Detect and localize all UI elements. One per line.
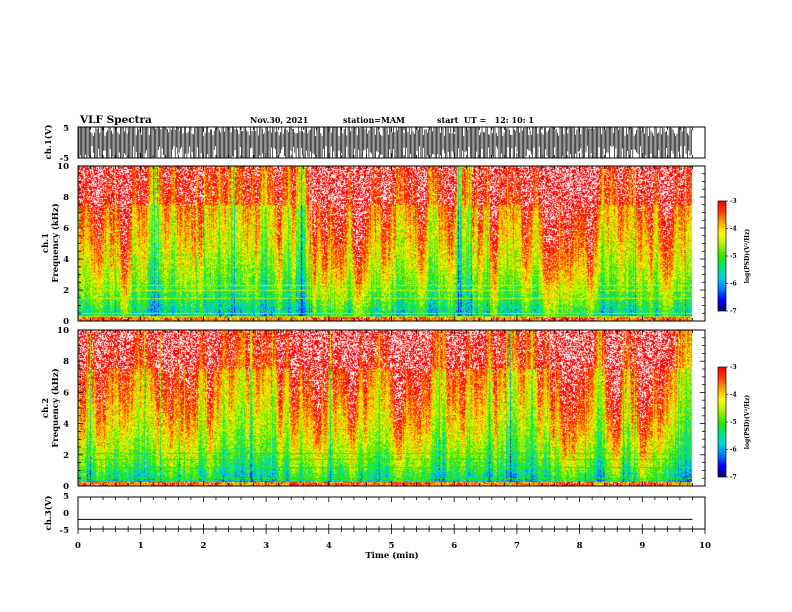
ch1-waveform-trace [78, 127, 692, 158]
figure-title: VLF Spectra [79, 114, 152, 126]
frequency-tick-label: 4 [63, 420, 69, 430]
time-tick-label: 7 [514, 541, 520, 551]
ch3-waveform-panel: 5 0 -5 ch.3(V) [43, 492, 706, 536]
date-label: Nov.30, 2021 [250, 115, 308, 125]
colorbar-tick-label: -4 [730, 392, 737, 399]
time-axis-ticklabels: 0 1 2 3 4 5 6 7 8 9 10 [75, 541, 711, 551]
frequency-tick-label: 4 [63, 255, 69, 265]
frequency-tick-label: 10 [57, 326, 69, 336]
start-time-label: start UT = 12: 10: 1 [437, 115, 534, 125]
time-tick-label: 1 [138, 541, 144, 551]
time-tick-label: 10 [699, 541, 711, 551]
ch2-spec-xticks [77, 330, 706, 486]
ch1-spec-ylabel-frequency: Frequency (kHz) [50, 203, 61, 282]
ch1-spec-ylabel-channel: ch.1 [41, 233, 51, 253]
ch3-wave-ytick-bottom: -5 [60, 526, 70, 536]
ch1-colorbar-label: log(PSD)(V²/Hz) [744, 229, 751, 284]
ch1-colorbar: -3 -4 -5 -6 -7 log(PSD)(V²/Hz) [717, 198, 751, 315]
ch2-colorbar: -3 -4 -5 -6 -7 log(PSD)(V²/Hz) [717, 364, 751, 481]
ch2-spectrogram-panel: 0 2 4 6 8 10 ch.2 Frequency (kHz) [41, 326, 706, 492]
ch2-spec-ylabel-channel: ch.2 [41, 398, 51, 418]
ch1-colorbar-ticks: -3 -4 -5 -6 -7 [726, 198, 737, 315]
ch1-spec-yticks: 0 2 4 6 8 10 [57, 162, 705, 327]
frequency-tick-label: 10 [57, 162, 69, 172]
ch2-colorbar-gradient [718, 367, 726, 477]
colorbar-tick-label: -6 [730, 281, 737, 288]
ch1-wave-xticks [77, 127, 706, 158]
frequency-tick-label: 2 [63, 451, 69, 461]
frequency-tick-label: 8 [63, 193, 69, 203]
ch3-wave-ytick-top: 5 [63, 492, 69, 502]
ch2-colorbar-label: log(PSD)(V²/Hz) [744, 395, 751, 450]
time-tick-label: 5 [389, 541, 395, 551]
colorbar-tick-label: -5 [730, 253, 737, 260]
frequency-tick-label: 6 [63, 388, 69, 398]
ch1-spec-xticks [77, 166, 706, 321]
ch2-spectrogram-image [78, 330, 705, 486]
ch2-colorbar-ticks: -3 -4 -5 -6 -7 [726, 364, 737, 481]
ch2-spec-yticks: 0 2 4 6 8 10 [57, 326, 705, 492]
colorbar-tick-label: -5 [730, 419, 737, 426]
frequency-tick-label: 0 [63, 482, 69, 492]
colorbar-tick-label: -6 [730, 447, 737, 454]
ch1-waveform-spikes [78, 127, 692, 158]
time-tick-label: 9 [639, 541, 645, 551]
ch3-wave-ylabel: ch.3(V) [43, 496, 54, 531]
colorbar-tick-label: -7 [730, 308, 737, 315]
frequency-tick-label: 0 [63, 317, 69, 327]
time-axis-label: Time (min) [365, 550, 418, 561]
ch3-wave-xticks [77, 497, 706, 534]
colorbar-tick-label: -3 [730, 198, 737, 205]
ch1-wave-ylabel: ch.1(V) [43, 125, 54, 160]
frequency-tick-label: 2 [63, 286, 69, 296]
time-tick-label: 4 [326, 541, 332, 551]
time-tick-label: 0 [75, 541, 81, 551]
ch3-wave-ytick-middle: 0 [63, 509, 69, 519]
ch1-wave-ytick-bottom: -5 [60, 154, 70, 164]
ch1-spectrogram-panel: 0 2 4 6 8 10 ch.1 Frequency (kHz) [41, 162, 706, 327]
time-tick-label: 6 [451, 541, 457, 551]
ch2-spec-ylabel-frequency: Frequency (kHz) [50, 368, 61, 447]
ch1-wave-ytick-top: 5 [63, 124, 69, 134]
ch1-spectrogram-image [78, 166, 705, 321]
ch1-colorbar-gradient [718, 201, 726, 311]
frequency-tick-label: 8 [63, 357, 69, 367]
colorbar-tick-label: -7 [730, 474, 737, 481]
colorbar-tick-label: -4 [730, 226, 737, 233]
time-tick-label: 2 [200, 541, 206, 551]
frequency-tick-label: 6 [63, 224, 69, 234]
station-label: station=MAM [343, 115, 405, 125]
ch1-waveform-panel: 5 -5 ch.1(V) [43, 124, 706, 164]
colorbar-tick-label: -3 [730, 364, 737, 371]
time-tick-label: 8 [577, 541, 583, 551]
time-tick-label: 3 [263, 541, 269, 551]
